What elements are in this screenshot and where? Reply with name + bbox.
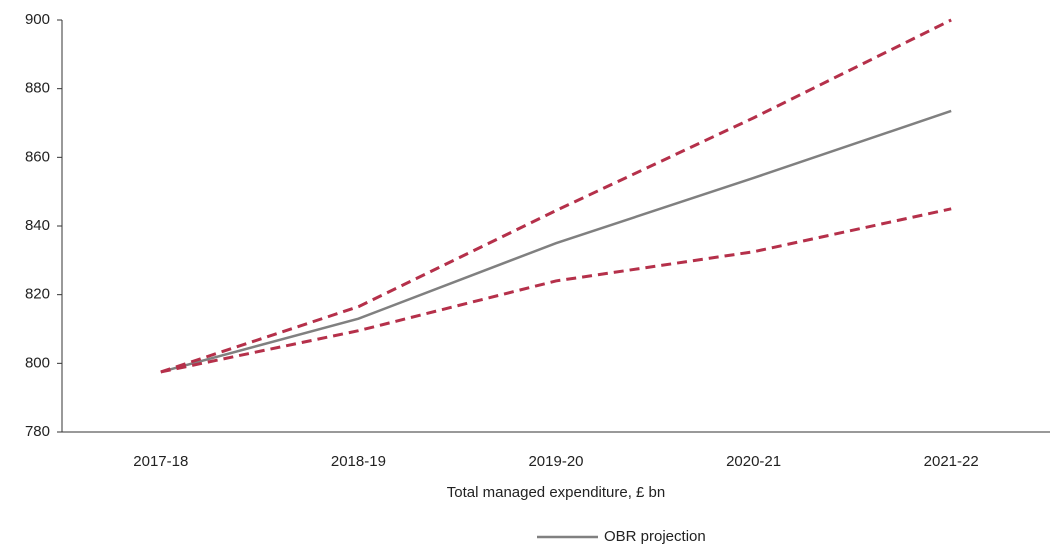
- x-tick-label: 2018-19: [331, 453, 386, 470]
- x-tick-label: 2019-20: [528, 453, 583, 470]
- legend-label: OBR projection: [604, 528, 706, 545]
- y-tick-label: 860: [25, 148, 50, 165]
- y-tick-label: 820: [25, 286, 50, 303]
- x-tick-label: 2020-21: [726, 453, 781, 470]
- x-tick-label: 2021-22: [924, 453, 979, 470]
- y-tick-label: 880: [25, 80, 50, 97]
- series-line: [160, 109, 952, 374]
- x-tick-label: 2017-18: [133, 453, 188, 470]
- x-axis-label: Total managed expenditure, £ bn: [447, 484, 666, 501]
- series-line: [160, 207, 952, 374]
- y-tick-label: 800: [25, 354, 50, 371]
- y-tick-label: 900: [25, 11, 50, 28]
- series-line: [160, 18, 952, 374]
- y-tick-label: 780: [25, 423, 50, 440]
- y-tick-label: 840: [25, 217, 50, 234]
